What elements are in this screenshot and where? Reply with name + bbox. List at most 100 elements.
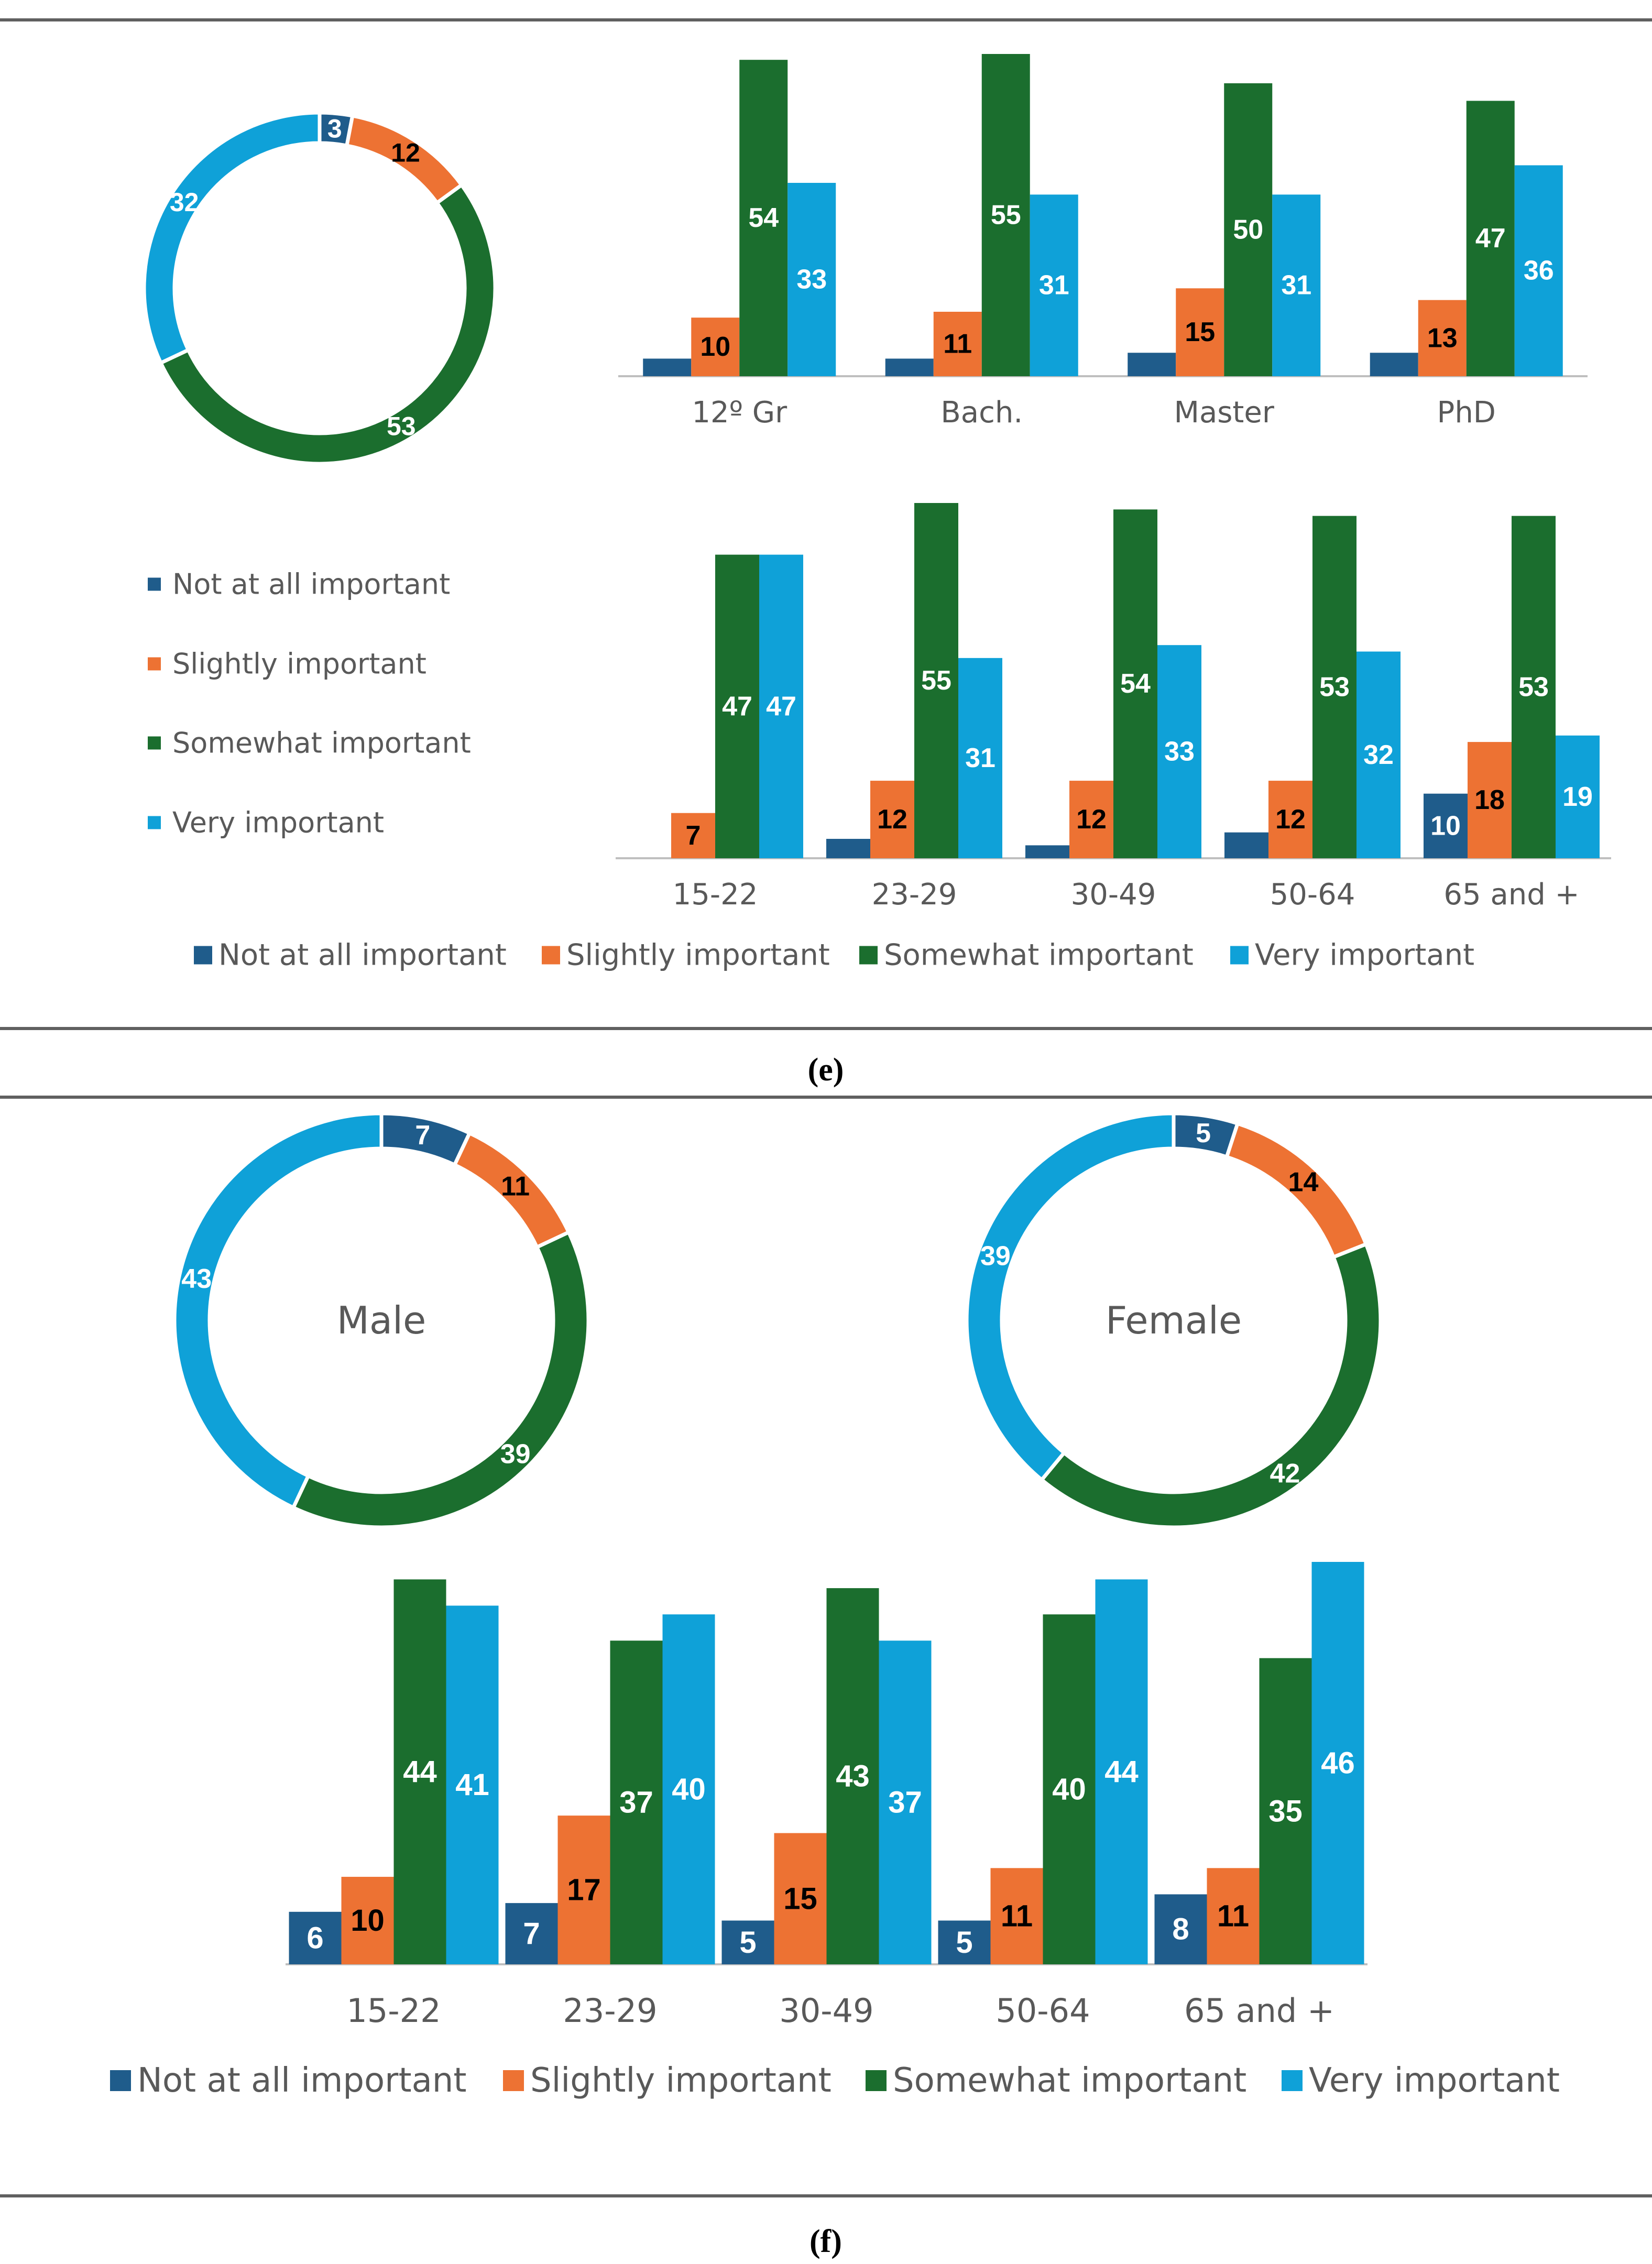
bar-not-at-all-important-65-and	[1154, 1894, 1207, 1964]
bar-slightly-important-50-64	[990, 1868, 1043, 1964]
bar-slightly-important-phd	[1418, 300, 1467, 376]
bar-label-very-important-bach: 31	[1039, 270, 1069, 301]
bar-label-slightly-important-bach: 11	[943, 329, 972, 359]
bar-slightly-important-15-22	[341, 1877, 394, 1964]
donut-label-very-important: 32	[170, 188, 199, 217]
bar-label-somewhat-important-30-49: 54	[1120, 669, 1151, 699]
bar-not-at-all-important-master	[1128, 353, 1176, 376]
x-tick-30-49: 30-49	[779, 1992, 873, 2030]
bar-somewhat-important-12-gr	[739, 60, 788, 376]
bar-label-very-important-23-29: 40	[672, 1773, 706, 1807]
caption-e: (e)	[808, 1052, 844, 1088]
bar-somewhat-important-bach	[981, 54, 1030, 376]
donut-label-somewhat-important: 42	[1270, 1458, 1300, 1489]
chart-e-age: 7 47 47 15-22 12 55 31 23-29 12 54 33 30-49 12 53 32 50…	[616, 503, 1611, 912]
legend-label-somewhat-important: Somewhat important	[172, 727, 471, 760]
x-tick-65-and: 65 and +	[1443, 878, 1579, 912]
legend-swatch-very-important	[148, 816, 161, 829]
bar-slightly-important-master	[1176, 288, 1224, 376]
bar-very-important-65-and	[1556, 735, 1600, 858]
bar-label-slightly-important-15-22: 7	[686, 821, 701, 851]
bar-not-at-all-important-30-49	[1025, 845, 1069, 858]
legend-label-not-at-all-important: Not at all important	[137, 2061, 466, 2100]
bar-label-slightly-important-65-and: 18	[1474, 785, 1505, 815]
donut-label-slightly-important: 12	[391, 138, 420, 168]
bar-slightly-important-12-gr	[691, 318, 740, 376]
x-tick-15-22: 15-22	[346, 1992, 441, 2030]
x-tick-23-29: 23-29	[563, 1992, 657, 2030]
bar-slightly-important-30-49	[774, 1833, 827, 1964]
legend-swatch-not-at-all-important	[194, 946, 212, 965]
donut-slice-somewhat-important	[291, 1230, 590, 1529]
x-tick-bach: Bach.	[940, 396, 1023, 430]
legend-label-very-important: Very important	[1255, 938, 1474, 972]
bar-somewhat-important-65-and	[1512, 516, 1556, 858]
bar-label-not-at-all-important-23-29: 7	[523, 1917, 540, 1951]
bar-label-very-important-30-49: 37	[888, 1786, 922, 1820]
legend-swatch-slightly-important	[542, 946, 560, 965]
bar-somewhat-important-master	[1224, 83, 1273, 377]
chart-f-male: 7 11 39 43 Male	[172, 1111, 590, 1529]
bar-slightly-important-bach	[933, 312, 982, 376]
legend-label-somewhat-important: Somewhat important	[893, 2061, 1246, 2100]
bar-slightly-important-50-64	[1268, 781, 1312, 858]
bar-label-very-important-50-64: 44	[1104, 1755, 1139, 1789]
donut-slice-somewhat-important	[158, 182, 497, 466]
legend-f-age: Not at all important Slightly important So…	[110, 2061, 1560, 2100]
donut-label-somewhat-important: 53	[387, 411, 416, 441]
bar-label-somewhat-important-23-29: 37	[619, 1786, 653, 1820]
x-tick-15-22: 15-22	[673, 878, 758, 912]
bar-not-at-all-important-23-29	[505, 1903, 558, 1964]
bar-label-very-important-65-and: 46	[1321, 1746, 1355, 1780]
bar-very-important-30-49	[879, 1640, 932, 1964]
bar-label-slightly-important-30-49: 12	[1076, 804, 1107, 835]
legend-swatch-slightly-important	[503, 2070, 524, 2091]
bar-label-slightly-important-master: 15	[1185, 317, 1215, 347]
legend-swatch-not-at-all-important	[110, 2070, 131, 2091]
x-tick-phd: PhD	[1437, 396, 1496, 430]
bar-somewhat-important-50-64	[1312, 516, 1356, 858]
bar-not-at-all-important-23-29	[826, 839, 870, 858]
bar-somewhat-important-50-64	[1043, 1614, 1096, 1964]
bar-not-at-all-important-30-49	[721, 1920, 774, 1964]
bar-label-somewhat-important-phd: 47	[1475, 223, 1506, 254]
bar-label-very-important-15-22: 41	[455, 1768, 489, 1802]
bar-very-important-15-22	[759, 554, 803, 858]
bar-not-at-all-important-12-gr	[643, 358, 692, 376]
donut-label-very-important: 43	[181, 1264, 212, 1294]
bar-label-not-at-all-important-50-64: 5	[956, 1926, 972, 1960]
bar-label-somewhat-important-master: 50	[1233, 214, 1263, 245]
bar-label-somewhat-important-12-gr: 54	[748, 203, 779, 233]
legend-label-not-at-all-important: Not at all important	[218, 938, 507, 972]
bar-label-very-important-30-49: 33	[1164, 737, 1195, 767]
bar-somewhat-important-23-29	[914, 503, 958, 858]
bar-label-somewhat-important-65-and: 35	[1268, 1794, 1303, 1828]
legend-label-slightly-important: Slightly important	[530, 2061, 832, 2100]
bar-label-not-at-all-important-30-49: 5	[739, 1926, 756, 1960]
caption-f: (f)	[809, 2224, 842, 2259]
bar-label-slightly-important-23-29: 12	[877, 804, 907, 835]
legend-swatch-very-important	[1230, 946, 1249, 965]
donut-label-not-at-all-important: 5	[1196, 1118, 1211, 1149]
donut-label-slightly-important: 11	[501, 1171, 530, 1201]
bar-not-at-all-important-bach	[885, 358, 934, 376]
chart-e-donut: 3 12 53 32	[142, 111, 497, 466]
bar-somewhat-important-15-22	[715, 554, 759, 858]
bar-very-important-65-and	[1311, 1562, 1364, 1964]
bar-label-very-important-master: 31	[1281, 270, 1311, 301]
bar-somewhat-important-23-29	[610, 1640, 663, 1964]
donut-center-title: Female	[1106, 1298, 1242, 1342]
chart-f-age: 6 10 44 41 15-22 7 17 37 40 23-29 5 15 43 37 30-49 5 11 4…	[286, 1562, 1367, 2030]
bar-label-somewhat-important-65-and: 53	[1518, 672, 1549, 702]
donut-label-not-at-all-important: 7	[415, 1120, 430, 1151]
bar-not-at-all-important-50-64	[938, 1920, 991, 1964]
bar-label-very-important-50-64: 32	[1363, 740, 1394, 770]
bar-not-at-all-important-50-64	[1224, 832, 1268, 858]
legend-e-age: Not at all important Slightly important So…	[194, 938, 1474, 972]
chart-f-female: 5 14 42 39 Female	[965, 1111, 1383, 1529]
bar-not-at-all-important-65-and	[1424, 793, 1468, 858]
x-tick-30-49: 30-49	[1071, 878, 1156, 912]
legend-label-not-at-all-important: Not at all important	[172, 568, 450, 601]
donut-slice-very-important	[142, 111, 322, 366]
